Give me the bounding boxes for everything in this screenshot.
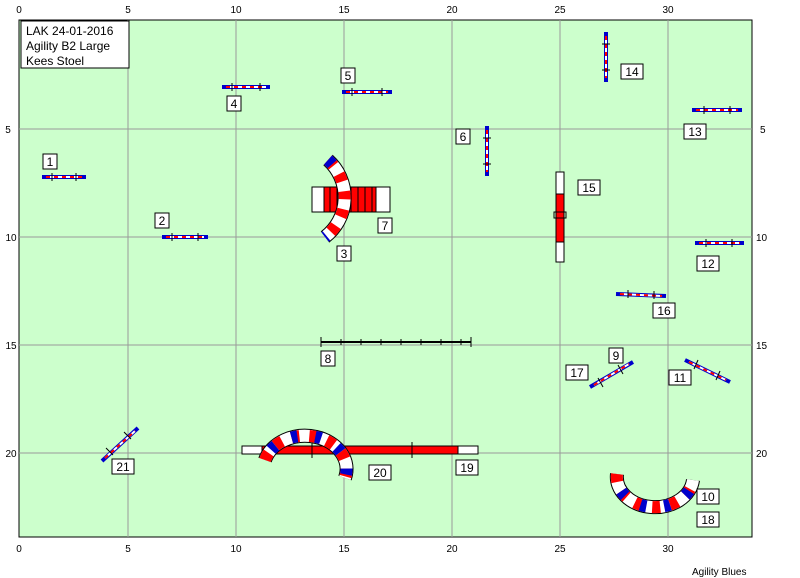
obstacle-number-labels: 1 2 3 4 5 6 7 8 bbox=[42, 63, 720, 528]
x-tick-30-bottom: 30 bbox=[662, 544, 674, 555]
jump-9-17 bbox=[588, 360, 635, 389]
x-tick-5-top: 5 bbox=[125, 5, 131, 16]
x-tick-15-top: 15 bbox=[338, 5, 350, 16]
x-tick-10-top: 10 bbox=[230, 5, 242, 16]
jump-21 bbox=[100, 426, 140, 463]
jump-2 bbox=[162, 233, 208, 241]
y-tick-10-left: 10 bbox=[5, 233, 17, 244]
judge-name: Kees Stoel bbox=[26, 54, 84, 68]
svg-text:10: 10 bbox=[701, 490, 715, 504]
label-3: 3 bbox=[336, 245, 352, 262]
label-18: 18 bbox=[696, 511, 720, 528]
label-19: 19 bbox=[455, 459, 479, 476]
label-7: 7 bbox=[377, 217, 393, 234]
label-9: 9 bbox=[608, 347, 624, 364]
y-tick-5-left: 5 bbox=[5, 125, 11, 136]
label-10: 10 bbox=[696, 488, 720, 505]
label-15: 15 bbox=[577, 179, 601, 196]
svg-text:17: 17 bbox=[570, 366, 584, 380]
label-12: 12 bbox=[696, 255, 720, 272]
label-4: 4 bbox=[226, 95, 242, 112]
svg-text:15: 15 bbox=[582, 181, 596, 195]
svg-text:1: 1 bbox=[47, 155, 54, 169]
jump-5 bbox=[342, 88, 392, 96]
svg-text:20: 20 bbox=[373, 466, 387, 480]
label-1: 1 bbox=[42, 153, 58, 170]
svg-text:5: 5 bbox=[345, 69, 352, 83]
svg-text:9: 9 bbox=[613, 349, 620, 363]
tunnel-3 bbox=[320, 154, 352, 243]
label-8: 8 bbox=[320, 350, 336, 367]
svg-text:12: 12 bbox=[701, 257, 715, 271]
x-axis-bottom: 0 5 10 15 20 25 30 bbox=[16, 544, 674, 555]
y-tick-10-right: 10 bbox=[756, 233, 768, 244]
jump-12 bbox=[695, 239, 744, 247]
label-5: 5 bbox=[340, 67, 356, 84]
tunnel-20 bbox=[258, 428, 354, 481]
svg-text:8: 8 bbox=[325, 352, 332, 366]
svg-text:7: 7 bbox=[382, 219, 389, 233]
svg-text:11: 11 bbox=[674, 371, 687, 385]
x-tick-25-top: 25 bbox=[554, 5, 566, 16]
jump-11 bbox=[684, 358, 731, 384]
label-13: 13 bbox=[683, 123, 707, 140]
svg-text:6: 6 bbox=[460, 130, 467, 144]
svg-text:4: 4 bbox=[231, 97, 238, 111]
x-tick-25-bottom: 25 bbox=[554, 544, 566, 555]
x-axis-top: 0 5 10 15 20 25 30 bbox=[16, 5, 674, 16]
jump-1 bbox=[42, 173, 86, 181]
aframe-19 bbox=[241, 442, 479, 458]
footer-credit: Agility Blues bbox=[692, 567, 746, 578]
dogwalk-8 bbox=[320, 337, 472, 347]
event-title: LAK 24-01-2016 bbox=[26, 24, 114, 38]
x-tick-15-bottom: 15 bbox=[338, 544, 350, 555]
y-tick-20-left: 20 bbox=[5, 449, 17, 460]
svg-text:13: 13 bbox=[688, 125, 702, 139]
jump-13 bbox=[692, 106, 742, 114]
svg-text:14: 14 bbox=[625, 65, 639, 79]
label-16: 16 bbox=[652, 302, 676, 319]
x-tick-20-bottom: 20 bbox=[446, 544, 458, 555]
x-tick-0-bottom: 0 bbox=[16, 544, 22, 555]
svg-text:21: 21 bbox=[116, 460, 130, 474]
y-tick-15-right: 15 bbox=[756, 341, 768, 352]
x-tick-5-bottom: 5 bbox=[125, 544, 131, 555]
y-tick-5-right: 5 bbox=[760, 125, 766, 136]
jump-14 bbox=[602, 32, 610, 82]
jump-4 bbox=[222, 83, 270, 91]
label-2: 2 bbox=[154, 212, 170, 229]
x-tick-20-top: 20 bbox=[446, 5, 458, 16]
label-14: 14 bbox=[620, 63, 644, 80]
x-tick-10-bottom: 10 bbox=[230, 544, 242, 555]
svg-text:19: 19 bbox=[460, 461, 474, 475]
y-tick-15-left: 15 bbox=[5, 341, 17, 352]
svg-text:2: 2 bbox=[159, 214, 166, 228]
label-6: 6 bbox=[455, 128, 471, 145]
svg-text:18: 18 bbox=[701, 513, 715, 527]
jump-16 bbox=[615, 290, 667, 299]
info-box: LAK 24-01-2016 Agility B2 Large Kees Sto… bbox=[20, 20, 130, 69]
svg-text:3: 3 bbox=[341, 247, 348, 261]
label-20: 20 bbox=[368, 464, 392, 481]
y-tick-20-right: 20 bbox=[756, 449, 768, 460]
label-17: 17 bbox=[565, 364, 589, 381]
x-tick-30-top: 30 bbox=[662, 5, 674, 16]
x-tick-0-top: 0 bbox=[16, 5, 22, 16]
jump-6 bbox=[483, 126, 491, 176]
label-21: 21 bbox=[111, 458, 135, 475]
tire-15 bbox=[553, 171, 567, 263]
y-axis-left: 5 10 15 20 bbox=[5, 125, 17, 460]
svg-text:16: 16 bbox=[657, 304, 671, 318]
label-11: 11 bbox=[668, 369, 692, 386]
tunnel-10-18 bbox=[609, 473, 700, 515]
y-axis-right: 5 10 15 20 bbox=[756, 125, 768, 460]
class-name: Agility B2 Large bbox=[26, 39, 110, 53]
